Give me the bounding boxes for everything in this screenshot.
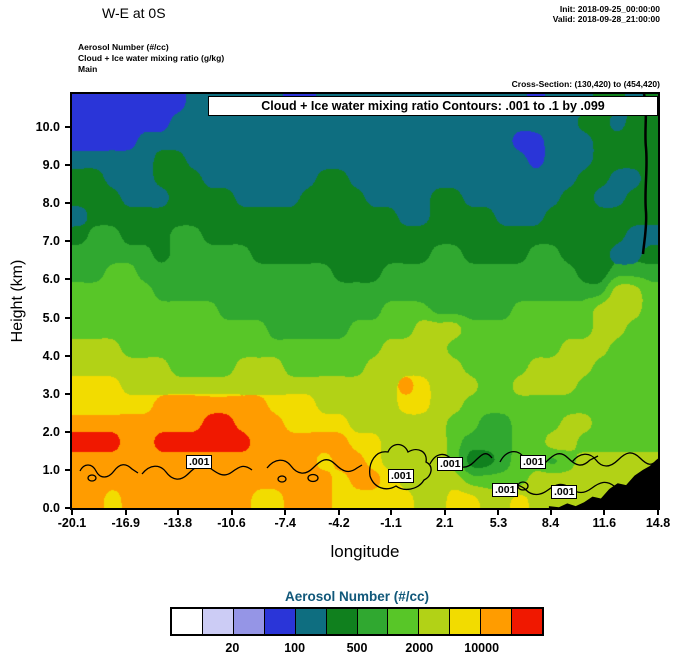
y-tick-mark — [65, 316, 70, 319]
x-tick-mark — [603, 510, 606, 515]
x-tick-mark — [390, 510, 393, 515]
x-tick-label: 11.6 — [592, 516, 617, 530]
y-tick-label: 3.0 — [42, 386, 60, 401]
y-tick-mark — [65, 202, 70, 205]
x-tick-label: -7.4 — [274, 516, 297, 530]
x-tick-mark — [124, 510, 127, 515]
aerosol-heatmap-canvas — [72, 94, 658, 508]
x-tick-label: -4.2 — [328, 516, 350, 530]
x-tick-mark — [443, 510, 446, 515]
init-time-label: Init: 2018-09-25_00:00:00 — [559, 4, 660, 14]
x-tick-label: 8.4 — [541, 516, 560, 530]
field-label-aerosol-number: Aerosol Number (#/cc) — [78, 42, 169, 52]
contour-value-label: .001 — [388, 469, 415, 483]
x-tick-mark — [497, 510, 500, 515]
y-tick-mark — [65, 507, 70, 509]
colorbar-tick-label: 20 — [225, 641, 240, 655]
colorbar-cell — [480, 609, 512, 634]
y-tick-mark — [65, 164, 70, 167]
colorbar-title: Aerosol Number (#/cc) — [284, 589, 430, 604]
y-tick-label: 4.0 — [42, 348, 60, 363]
y-tick-label: 9.0 — [42, 158, 60, 173]
y-tick-mark — [65, 392, 70, 395]
y-tick-label: 8.0 — [42, 196, 60, 211]
colorbar-cell — [387, 609, 419, 634]
field-label-domain: Main — [78, 64, 98, 74]
y-tick-label: 5.0 — [42, 310, 60, 325]
x-tick-label: -16.9 — [111, 516, 140, 530]
x-tick-mark — [549, 510, 552, 515]
x-tick-label: -13.8 — [163, 516, 193, 530]
colorbar-cell — [263, 609, 295, 634]
colorbar-labels: 20 100 500 2000 10000 — [170, 641, 544, 655]
contour-value-label: .001 — [492, 483, 519, 497]
contour-overlay — [79, 94, 658, 508]
colorbar-cell — [356, 609, 388, 634]
plot-header-title: W-E at 0S — [102, 5, 166, 21]
y-tick-mark — [65, 430, 70, 433]
valid-time-label: Valid: 2018-09-28_21:00:00 — [552, 14, 660, 24]
colorbar-cell — [201, 609, 233, 634]
x-tick-label: -1.1 — [380, 516, 402, 530]
x-axis-title: longitude — [330, 542, 400, 561]
y-tick-mark — [65, 354, 70, 357]
y-tick-label: 10.0 — [35, 120, 60, 135]
colorbar-cell — [172, 609, 202, 634]
y-tick-label: 7.0 — [42, 234, 60, 249]
colorbar-tick-label: 2000 — [405, 641, 434, 655]
x-tick-mark — [284, 510, 287, 515]
y-tick-mark — [65, 278, 70, 281]
contour-value-label: .001 — [520, 455, 547, 469]
x-tick-label: 5.3 — [489, 516, 508, 530]
contour-value-label: .001 — [437, 457, 464, 471]
cross-section-label: Cross-Section: (130,420) to (454,420) — [511, 79, 660, 89]
contour-value-label: .001 — [551, 485, 578, 499]
colorbar-cell — [232, 609, 264, 634]
colorbar-cell — [449, 609, 481, 634]
x-tick-mark — [176, 510, 179, 515]
black-streak-line — [641, 94, 648, 255]
x-tick-label: -20.1 — [57, 516, 87, 530]
field-label-cloud-ice: Cloud + Ice water mixing ratio (g/kg) — [78, 53, 225, 63]
plot-area: Cloud + Ice water mixing ratio Contours:… — [36, 92, 670, 530]
y-tick-label: 1.0 — [42, 462, 60, 477]
y-tick-mark — [65, 240, 70, 243]
colorbar-cell — [418, 609, 450, 634]
colorbar-cell — [294, 609, 326, 634]
y-tick-mark — [65, 468, 70, 471]
colorbar-tick-label: 100 — [284, 641, 306, 655]
colorbar-cell — [511, 609, 543, 634]
x-tick-label: 14.8 — [645, 516, 671, 530]
x-tick-mark — [230, 510, 233, 515]
colorbar — [170, 607, 544, 636]
x-tick-mark — [657, 510, 659, 515]
colorbar-tick-label: 500 — [346, 641, 368, 655]
x-tick-label: 2.1 — [436, 516, 454, 530]
contour-info-title: Cloud + Ice water mixing ratio Contours:… — [208, 96, 658, 116]
y-axis-title: Height (km) — [9, 259, 26, 343]
contour-value-label: .001 — [186, 455, 213, 469]
colorbar-tick-label: 10000 — [464, 641, 500, 655]
colorbar-cell — [325, 609, 357, 634]
y-tick-label: 2.0 — [42, 424, 60, 439]
y-tick-label: 6.0 — [42, 272, 60, 287]
y-tick-mark — [65, 126, 70, 129]
x-tick-mark — [337, 510, 340, 515]
x-tick-label: -10.6 — [217, 516, 246, 530]
y-tick-label: 0.0 — [42, 501, 60, 515]
x-tick-mark — [71, 510, 73, 515]
terrain-profile — [548, 458, 658, 508]
